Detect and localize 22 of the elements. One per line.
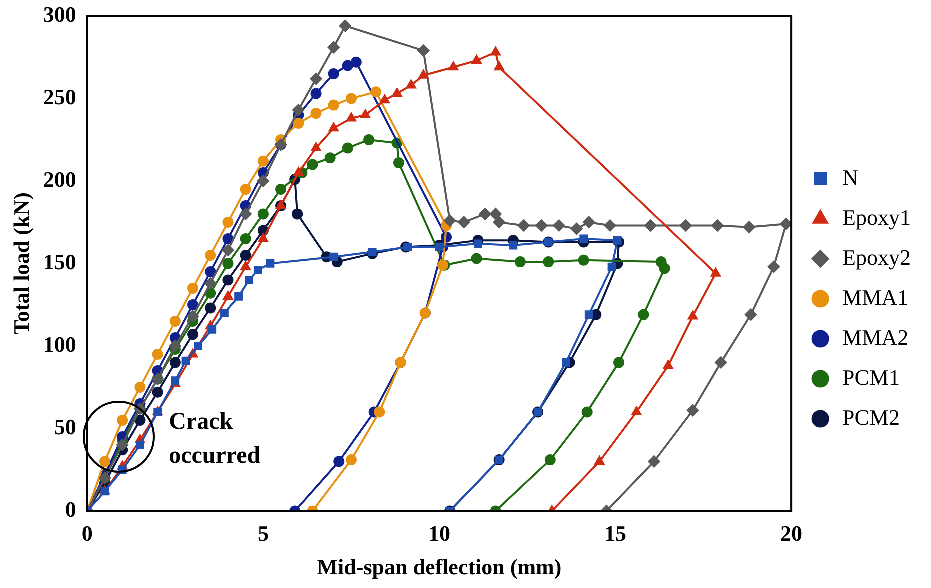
x-tick-label: 0 (82, 521, 93, 546)
legend-label: Epoxy1 (842, 204, 912, 230)
annotation: Crack occurred (169, 409, 262, 470)
x-axis-title: Mid-span deflection (mm) (317, 554, 562, 580)
legend-label: MMA2 (842, 324, 909, 350)
legend-label: PCM2 (842, 404, 900, 430)
x-tick-label: 10 (428, 521, 450, 546)
y-tick-label: 50 (54, 414, 76, 440)
y-tick-label: 100 (43, 332, 76, 357)
legend-label: N (842, 164, 859, 190)
x-tick-label: 5 (258, 521, 269, 546)
y-tick-label: 150 (43, 249, 76, 274)
y-axis-title: Total load (kN) (8, 192, 34, 335)
y-tick-label: 0 (65, 496, 76, 522)
legend-label: MMA1 (842, 284, 909, 310)
y-tick-label: 250 (43, 84, 76, 110)
y-tick-label: 200 (43, 166, 76, 192)
x-tick-label: 15 (604, 521, 627, 546)
y-tick-label: 300 (43, 2, 76, 27)
legend-label: PCM1 (842, 364, 900, 390)
legend-label: Epoxy2 (842, 244, 912, 270)
x-tick-label: 20 (780, 521, 803, 546)
